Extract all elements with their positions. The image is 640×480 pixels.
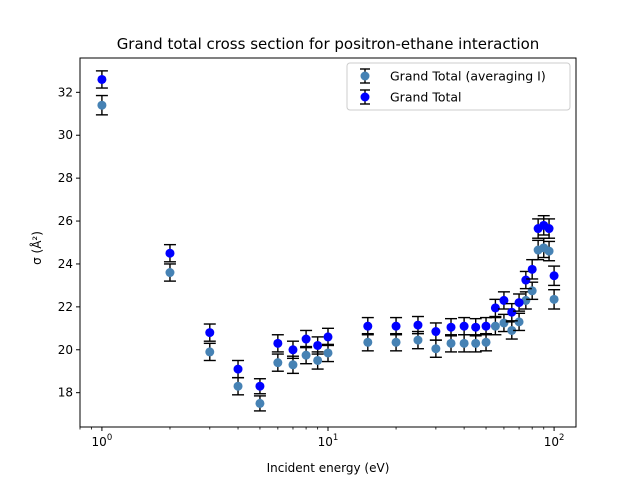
data-point <box>288 345 298 355</box>
x-tick-label: 100 <box>92 433 113 449</box>
x-tick-label: 101 <box>318 433 339 449</box>
axes-frame <box>79 57 577 428</box>
data-point <box>413 335 423 345</box>
data-point <box>313 340 323 350</box>
data-point <box>521 275 531 285</box>
x-tick-label: 102 <box>544 433 565 449</box>
data-point <box>431 344 441 354</box>
data-point <box>165 248 175 258</box>
data-point <box>481 337 491 347</box>
legend-label: Grand Total (averaging I) <box>390 69 546 84</box>
y-axis-ticks: 18 20 22 24 26 28 30 32 <box>58 85 80 400</box>
data-point <box>363 321 373 331</box>
plot-area <box>79 57 577 428</box>
legend-marker <box>360 71 370 81</box>
data-point <box>549 294 559 304</box>
legend-label: Grand Total <box>390 90 462 105</box>
legend-box <box>346 62 571 111</box>
x-axis-label: Incident energy (eV) <box>267 461 390 475</box>
data-point <box>313 355 323 365</box>
data-point <box>273 338 283 348</box>
data-point <box>431 327 441 337</box>
data-point <box>507 325 517 335</box>
data-point <box>507 307 517 317</box>
data-point <box>527 264 537 274</box>
legend-marker <box>360 92 370 102</box>
data-point <box>499 318 509 328</box>
chart-title: Grand total cross section for positron-e… <box>117 35 540 53</box>
data-point <box>521 295 531 305</box>
data-point <box>446 322 456 332</box>
x-axis-ticks: 100 101 102 <box>79 427 565 449</box>
data-point <box>363 337 373 347</box>
data-point <box>233 364 243 374</box>
data-point <box>301 350 311 360</box>
data-point <box>255 398 265 408</box>
data-point <box>233 381 243 391</box>
data-point <box>255 381 265 391</box>
data-point <box>391 337 401 347</box>
legend: Grand Total (averaging I) Grand Total <box>346 62 571 111</box>
data-point <box>288 360 298 370</box>
data-point <box>514 317 524 327</box>
y-tick-label: 28 <box>58 171 73 185</box>
data-point <box>391 321 401 331</box>
data-point <box>471 338 481 348</box>
data-point <box>205 328 215 338</box>
data-point <box>499 295 509 305</box>
data-point <box>471 322 481 332</box>
data-point <box>273 358 283 368</box>
y-tick-label: 32 <box>58 85 73 99</box>
y-axis-label: σ (Å²) <box>29 231 44 265</box>
data-point <box>490 321 500 331</box>
data-point <box>544 246 554 256</box>
data-point <box>165 268 175 278</box>
y-tick-label: 26 <box>58 214 73 228</box>
data-point <box>413 320 423 330</box>
data-point <box>446 338 456 348</box>
data-point <box>205 347 215 357</box>
data-point <box>459 338 469 348</box>
y-tick-label: 30 <box>58 128 73 142</box>
data-point <box>514 298 524 308</box>
data-point <box>490 303 500 313</box>
data-point <box>459 321 469 331</box>
data-point <box>323 332 333 342</box>
data-point <box>301 334 311 344</box>
data-point <box>544 224 554 234</box>
y-tick-label: 20 <box>58 343 73 357</box>
data-point <box>97 74 107 84</box>
y-tick-label: 18 <box>58 386 73 400</box>
data-point <box>323 348 333 358</box>
data-point <box>481 321 491 331</box>
data-point <box>527 286 537 296</box>
y-tick-label: 22 <box>58 300 73 314</box>
series-1 <box>95 94 561 412</box>
data-point <box>97 100 107 110</box>
data-point <box>549 271 559 281</box>
y-tick-label: 24 <box>58 257 73 271</box>
series-2 <box>95 70 561 395</box>
